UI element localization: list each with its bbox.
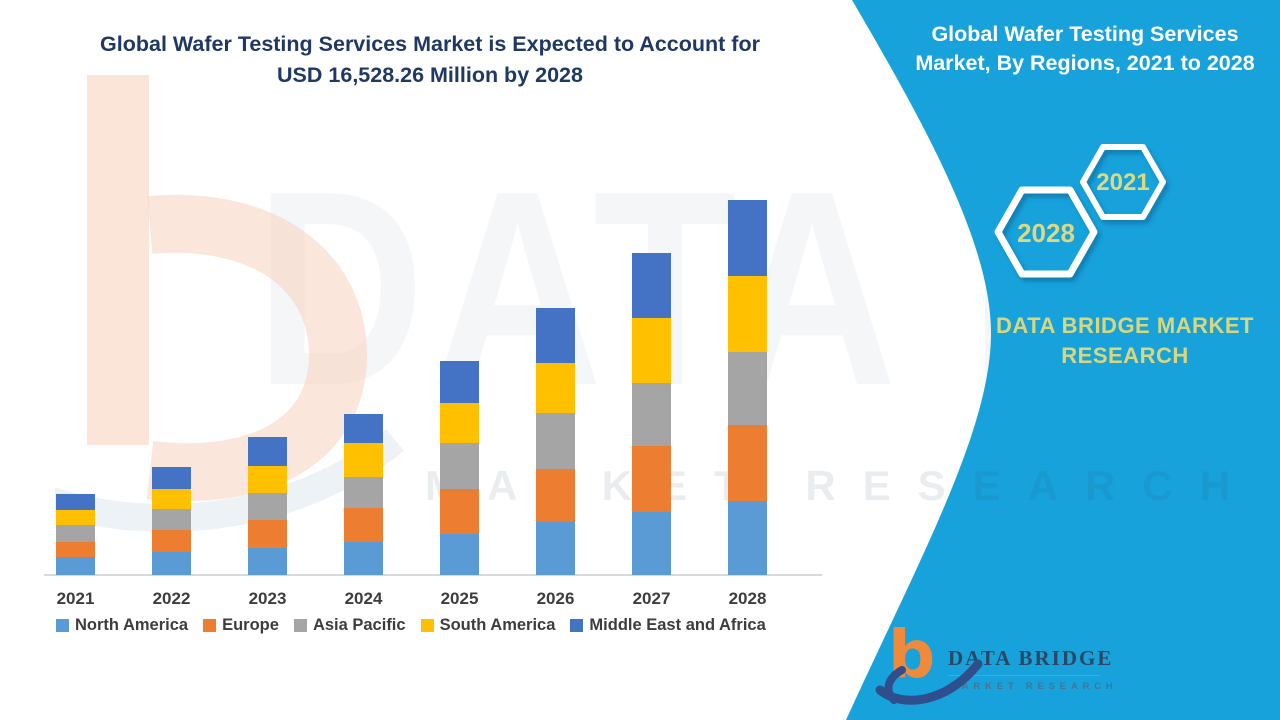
bar-segment-middle-east-and-africa	[152, 467, 191, 489]
panel-brand-line1: DATA BRIDGE MARKET	[996, 313, 1254, 338]
bar-segment-asia-pacific	[152, 508, 191, 530]
bar-segment-middle-east-and-africa	[440, 360, 479, 404]
x-axis-label: 2021	[56, 589, 95, 608]
bar-segment-europe	[440, 488, 479, 534]
legend-item-north-america: North America	[56, 616, 188, 635]
hexagon-2021-icon	[1080, 144, 1166, 220]
logo-divider	[948, 675, 1100, 676]
bar-segment-north-america	[536, 521, 575, 575]
legend-swatch-icon	[570, 619, 584, 632]
bar-segment-north-america	[56, 556, 95, 575]
bar-segment-middle-east-and-africa	[728, 200, 767, 277]
bar-segment-europe	[152, 529, 191, 552]
bar-segment-south-america	[728, 276, 767, 352]
x-axis-label: 2022	[152, 589, 191, 608]
bar-segment-south-america	[440, 403, 479, 444]
bar-segment-asia-pacific	[536, 413, 575, 470]
bar-segment-north-america	[248, 547, 287, 575]
bar-segment-north-america	[344, 541, 383, 575]
bar-segment-middle-east-and-africa	[632, 253, 671, 318]
bar-segment-south-america	[248, 466, 287, 493]
x-axis-label: 2023	[248, 589, 287, 608]
bar-segment-asia-pacific	[56, 524, 95, 542]
bar-segment-middle-east-and-africa	[344, 414, 383, 444]
bar-segment-asia-pacific	[728, 351, 767, 426]
x-axis-label: 2028	[728, 589, 767, 608]
bar-segment-europe	[344, 507, 383, 542]
chart-headline-line1: Global Wafer Testing Services Market is …	[100, 32, 760, 56]
bar-segment-north-america	[728, 500, 767, 575]
legend-swatch-icon	[420, 619, 434, 632]
legend-label: North America	[75, 616, 189, 634]
hexagon-2028-icon	[994, 186, 1098, 278]
bar-segment-europe	[248, 519, 287, 548]
bar-segment-south-america	[56, 509, 95, 525]
legend-item-middle-east-and-africa: Middle East and Africa	[570, 616, 766, 635]
x-axis-label: 2024	[344, 589, 383, 608]
bar-segment-asia-pacific	[440, 443, 479, 489]
x-axis-label: 2027	[632, 589, 671, 608]
legend-item-asia-pacific: Asia Pacific	[293, 616, 406, 635]
logo-sub-text: MARKET RESEARCH	[949, 681, 1118, 692]
legend-label: South America	[439, 616, 556, 634]
bar-segment-south-america	[536, 362, 575, 414]
legend-swatch-icon	[56, 619, 69, 632]
bar-segment-asia-pacific	[632, 383, 671, 447]
panel-title-line2: Market, By Regions, 2021 to 2028	[915, 51, 1255, 75]
bar-segment-europe	[536, 469, 575, 522]
legend-swatch-icon	[293, 619, 307, 632]
hexagon-icons	[994, 144, 1166, 278]
x-axis-label: 2025	[440, 589, 479, 608]
bar-segment-europe	[632, 446, 671, 512]
chart-legend: North America Europe Asia Pacific South Ame…	[56, 616, 836, 635]
legend-item-europe: Europe	[203, 616, 279, 635]
bar-segment-middle-east-and-africa	[56, 493, 95, 510]
bar-segment-south-america	[344, 443, 383, 477]
legend-label: Middle East and Africa	[589, 616, 766, 634]
chart-headline: Global Wafer Testing Services Market is …	[55, 29, 805, 91]
panel-title-line1: Global Wafer Testing Services	[931, 22, 1239, 46]
bar-segment-middle-east-and-africa	[536, 307, 575, 363]
legend-label: Europe	[222, 616, 279, 634]
bar-segment-asia-pacific	[248, 492, 287, 520]
chart-headline-line2: USD 16,528.26 Million by 2028	[277, 63, 583, 87]
bar-segment-middle-east-and-africa	[248, 437, 287, 467]
panel-brand-line2: RESEARCH	[1061, 343, 1189, 368]
hexagon-year-2028: 2028	[1017, 218, 1075, 248]
logo-swoosh-icon	[875, 659, 983, 705]
legend-item-south-america: South America	[420, 616, 556, 635]
x-axis-line	[44, 574, 822, 576]
bar-segment-south-america	[632, 317, 671, 384]
panel-brand-text: DATA BRIDGE MARKET RESEARCH	[975, 311, 1275, 371]
legend-swatch-icon	[203, 619, 217, 632]
bar-segment-europe	[56, 541, 95, 557]
bar-segment-north-america	[440, 533, 479, 575]
panel-title: Global Wafer Testing Services Market, By…	[900, 20, 1270, 78]
legend-label: Asia Pacific	[312, 616, 406, 634]
bar-segment-north-america	[152, 551, 191, 575]
bar-segment-europe	[728, 425, 767, 501]
bar-segment-asia-pacific	[344, 476, 383, 508]
bar-segment-north-america	[632, 511, 671, 575]
hexagon-year-2021: 2021	[1096, 169, 1150, 196]
bar-segment-south-america	[152, 488, 191, 509]
x-axis-label: 2026	[536, 589, 575, 608]
